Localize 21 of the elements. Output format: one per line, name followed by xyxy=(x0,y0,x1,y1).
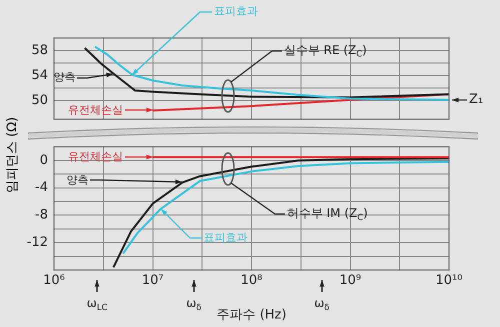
text: 표피효과 xyxy=(204,230,248,244)
y-tick-label: -12 xyxy=(26,234,48,250)
x-tick-label: 10⁷ xyxy=(142,273,164,288)
text: 양측 xyxy=(66,173,88,186)
x-tick-label: 10¹⁰ xyxy=(436,273,462,288)
x-tick-label: 10⁶ xyxy=(43,273,65,288)
legend-label: 양측 xyxy=(53,70,76,84)
legend-label: 유전체손실 xyxy=(68,150,123,163)
y-tick-label: -4 xyxy=(35,180,48,196)
text: Z₁ xyxy=(469,92,484,108)
y-tick-label: 50 xyxy=(31,92,48,108)
y-tick-label: 58 xyxy=(31,42,48,58)
y-tick-label: 54 xyxy=(31,68,48,83)
legend-label: 유전체손실 xyxy=(68,103,123,116)
text: 표피효과 xyxy=(214,4,258,18)
x-axis-title: 주파수 (Hz) xyxy=(216,308,286,323)
y-axis-title: 임피던스 (Ω) xyxy=(4,116,21,194)
x-tick-label: 10⁸ xyxy=(240,273,262,288)
y-tick-label: -8 xyxy=(35,208,48,223)
x-tick-label: 10⁹ xyxy=(339,273,362,288)
y-tick-label: 0 xyxy=(40,152,48,168)
